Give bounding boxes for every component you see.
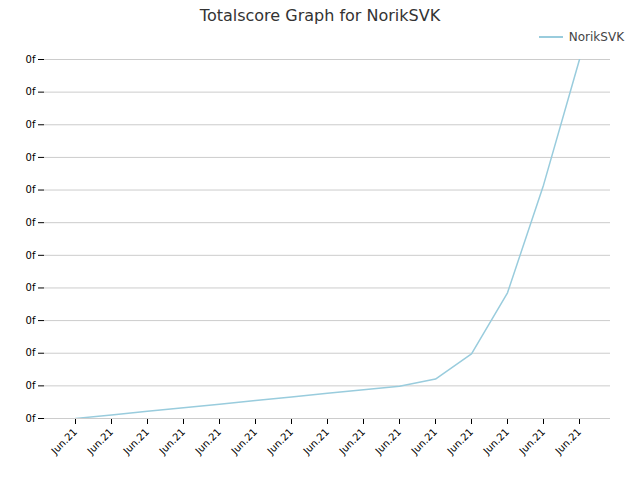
svg-text:Jun.21: Jun.21 [192, 426, 223, 457]
svg-text:Jun.21: Jun.21 [444, 426, 475, 457]
svg-text:Jun.21: Jun.21 [84, 426, 115, 457]
svg-text:0f: 0f [26, 152, 36, 163]
svg-text:0f: 0f [26, 315, 36, 326]
svg-text:0f: 0f [26, 54, 36, 65]
svg-text:Jun.21: Jun.21 [156, 426, 187, 457]
svg-text:0f: 0f [26, 347, 36, 358]
html-text:NorikSVK: NorikSVK [568, 30, 624, 44]
svg-text:0f: 0f [26, 217, 36, 228]
svg-text:0f: 0f [26, 380, 36, 391]
svg-text:Jun.21: Jun.21 [48, 426, 79, 457]
svg-text:0f: 0f [26, 184, 36, 195]
svg-text:0f: 0f [26, 86, 36, 97]
svg-text:Jun.21: Jun.21 [516, 426, 547, 457]
svg-text:Jun.21: Jun.21 [552, 426, 583, 457]
svg-text:Jun.21: Jun.21 [372, 426, 403, 457]
svg-text:0f: 0f [26, 250, 36, 261]
svg-text:Jun.21: Jun.21 [120, 426, 151, 457]
html-text:Totalscore Graph for NorikSVK: Totalscore Graph for NorikSVK [199, 6, 441, 25]
svg-text:Jun.21: Jun.21 [336, 426, 367, 457]
svg-text:Jun.21: Jun.21 [264, 426, 295, 457]
svg-text:Jun.21: Jun.21 [300, 426, 331, 457]
svg-text:0f: 0f [26, 282, 36, 293]
svg-text:0f: 0f [26, 119, 36, 130]
svg-text:Jun.21: Jun.21 [480, 426, 511, 457]
svg-text:Jun.21: Jun.21 [228, 426, 259, 457]
svg-text:0f: 0f [26, 413, 36, 424]
svg-text:Jun.21: Jun.21 [408, 426, 439, 457]
